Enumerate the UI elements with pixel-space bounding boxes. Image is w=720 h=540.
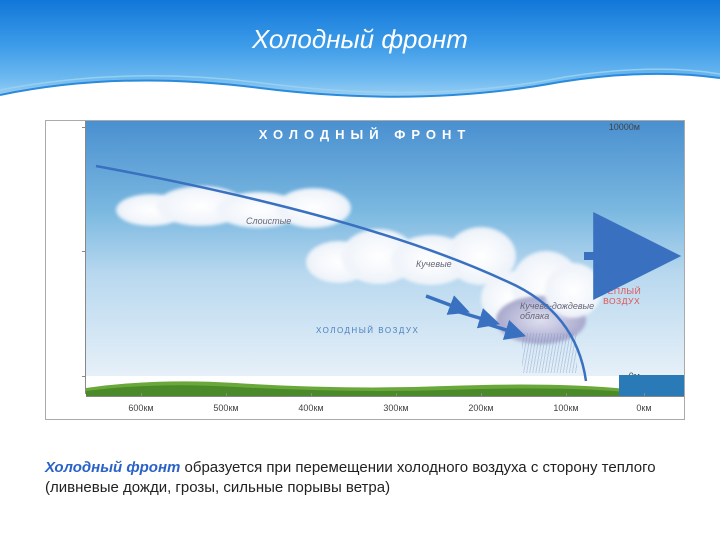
x-label-400: 400км — [298, 403, 323, 413]
caption-emphasis: Холодный фронт — [45, 459, 180, 476]
x-label-500: 500км — [213, 403, 238, 413]
slide-header: Холодный фронт — [0, 0, 720, 110]
x-label-300: 300км — [383, 403, 408, 413]
x-label-100: 100км — [553, 403, 578, 413]
slide-caption: Холодный фронт образуется при перемещени… — [45, 458, 675, 499]
x-label-0: 0км — [636, 403, 651, 413]
front-curve — [96, 166, 586, 381]
page-title: Холодный фронт — [252, 24, 468, 55]
cold-front-diagram: ХОЛОДНЫЙ ФРОНТ 10000м 5000м 0м Слоистые … — [45, 120, 685, 420]
front-line-and-arrows — [86, 121, 686, 396]
x-label-200: 200км — [468, 403, 493, 413]
x-label-600: 600км — [128, 403, 153, 413]
y-axis — [46, 121, 86, 394]
header-wave-decoration — [0, 60, 720, 110]
x-axis — [86, 396, 684, 397]
